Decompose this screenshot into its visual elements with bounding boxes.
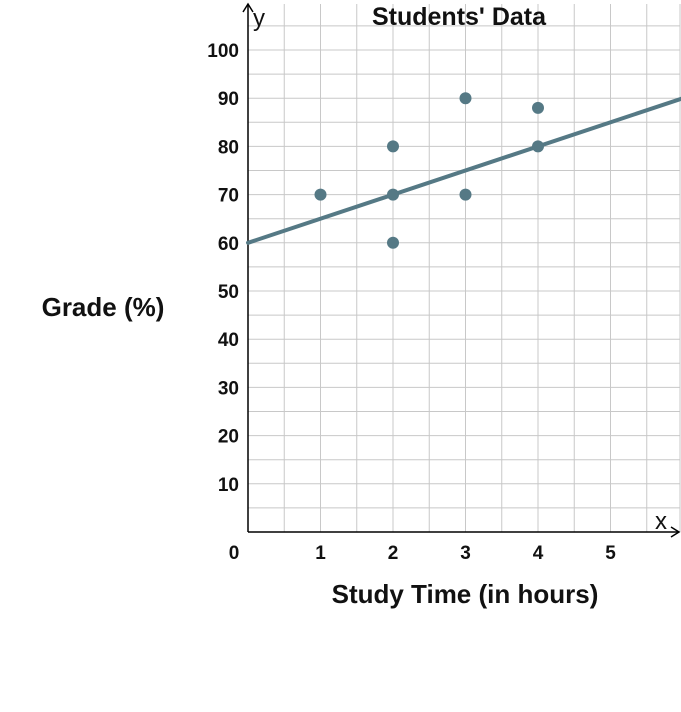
data-point: [532, 101, 544, 114]
y-axis-title: Grade (%): [42, 292, 165, 322]
x-tick-label: 3: [460, 543, 471, 564]
x-tick-label: 5: [605, 543, 616, 564]
y-tick-label: 50: [218, 282, 239, 303]
x-tick-label: 4: [533, 543, 544, 564]
origin-label: 0: [229, 543, 240, 564]
y-axis-letter: y: [253, 5, 265, 32]
data-point: [387, 236, 399, 249]
y-tick-label: 70: [218, 186, 239, 207]
axes: [242, 2, 681, 538]
y-axis-arrow: [242, 2, 254, 13]
chart-title: Students' Data: [372, 3, 547, 31]
tick-labels: 1 2 3 4 5 10 20 30 40 50 60 70 80 90 100: [207, 41, 616, 564]
y-tick-label: 60: [218, 234, 239, 255]
data-point: [314, 188, 327, 201]
data-point: [459, 92, 472, 105]
x-axis-arrow: [670, 526, 681, 538]
data-point: [532, 140, 544, 153]
x-tick-label: 1: [315, 543, 326, 564]
data-point: [459, 188, 472, 201]
grid-lines: [248, 4, 681, 532]
y-tick-label: 10: [218, 475, 239, 496]
x-tick-label: 2: [388, 543, 399, 564]
y-tick-label: 40: [218, 330, 239, 351]
y-tick-label: 100: [207, 41, 239, 62]
x-axis-letter: x: [655, 508, 667, 535]
y-tick-label: 30: [218, 378, 239, 399]
y-tick-label: 90: [218, 89, 239, 110]
data-point: [387, 188, 399, 201]
data-marks: [246, 92, 681, 249]
y-tick-label: 20: [218, 427, 239, 448]
y-tick-label: 80: [218, 137, 239, 158]
trend-line: [246, 96, 681, 245]
x-axis-title: Study Time (in hours): [332, 579, 599, 609]
data-point: [387, 140, 399, 153]
